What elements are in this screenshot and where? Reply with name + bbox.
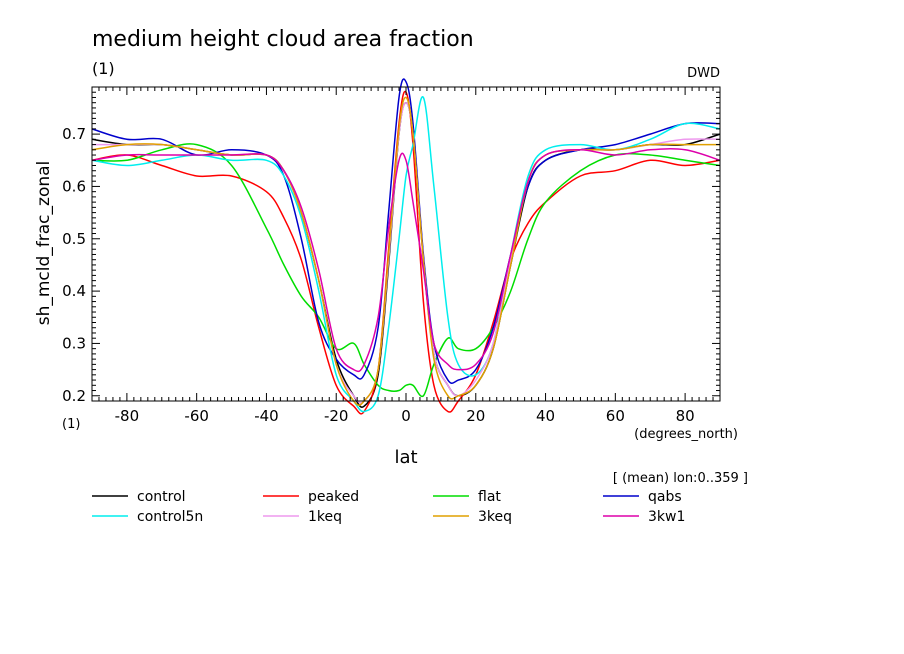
x-tick-label: -20 xyxy=(324,407,349,425)
x-tick-label: 20 xyxy=(466,407,485,425)
y-tick-label: 0.5 xyxy=(62,230,86,248)
x-axis-units: (degrees_north) xyxy=(634,427,738,442)
legend-label-control5n: control5n xyxy=(137,509,203,525)
legend-label-peaked: peaked xyxy=(308,489,359,505)
x-tick-label: -80 xyxy=(115,407,140,425)
y-tick-label: 0.6 xyxy=(62,177,86,195)
legend-label-1keq: 1keq xyxy=(308,509,342,525)
legend-label-flat: flat xyxy=(478,489,501,505)
legend-label-3kw1: 3kw1 xyxy=(648,509,685,525)
axes: -80 -60 -40 -20 0 20 40 60 80 0.2 0.3 0.4 0.5 0.6 0.7 xyxy=(62,86,721,425)
title-units: (1) xyxy=(92,59,115,78)
x-tick-label: 0 xyxy=(401,407,411,425)
x-tick-label: 40 xyxy=(536,407,555,425)
x-tick-label: 60 xyxy=(606,407,625,425)
legend-label-control: control xyxy=(137,489,186,505)
y-axis-label: sh_mcld_frac_zonal xyxy=(34,161,54,326)
plot-lines xyxy=(91,78,721,415)
y-tick-label: 0.4 xyxy=(62,282,86,300)
x-tick-label: 80 xyxy=(676,407,695,425)
series-line-3kw1 xyxy=(91,148,721,373)
x-tick-label: -60 xyxy=(184,407,209,425)
x-tick-label: -40 xyxy=(254,407,279,425)
series-line-peaked xyxy=(91,90,721,415)
averaging-note: [ (mean) lon:0..359 ] xyxy=(613,471,748,486)
y-axis-units: (1) xyxy=(62,417,80,432)
legend-label-3keq: 3keq xyxy=(478,509,512,525)
series-line-control5n xyxy=(91,96,721,413)
legend: control peaked flat qabs control5n 1keq 3keq 3k… xyxy=(92,489,685,525)
y-tick-label: 0.7 xyxy=(62,125,86,143)
legend-label-qabs: qabs xyxy=(648,489,682,505)
y-tick-label: 0.2 xyxy=(62,387,86,405)
series-line-qabs xyxy=(91,78,721,384)
plot-frame xyxy=(91,86,721,402)
chart-title: medium height cloud area fraction xyxy=(92,27,474,52)
y-tick-label: 0.3 xyxy=(62,334,86,352)
x-axis-label: lat xyxy=(394,447,417,468)
source-label: DWD xyxy=(687,66,720,81)
series-line-flat xyxy=(91,143,721,398)
